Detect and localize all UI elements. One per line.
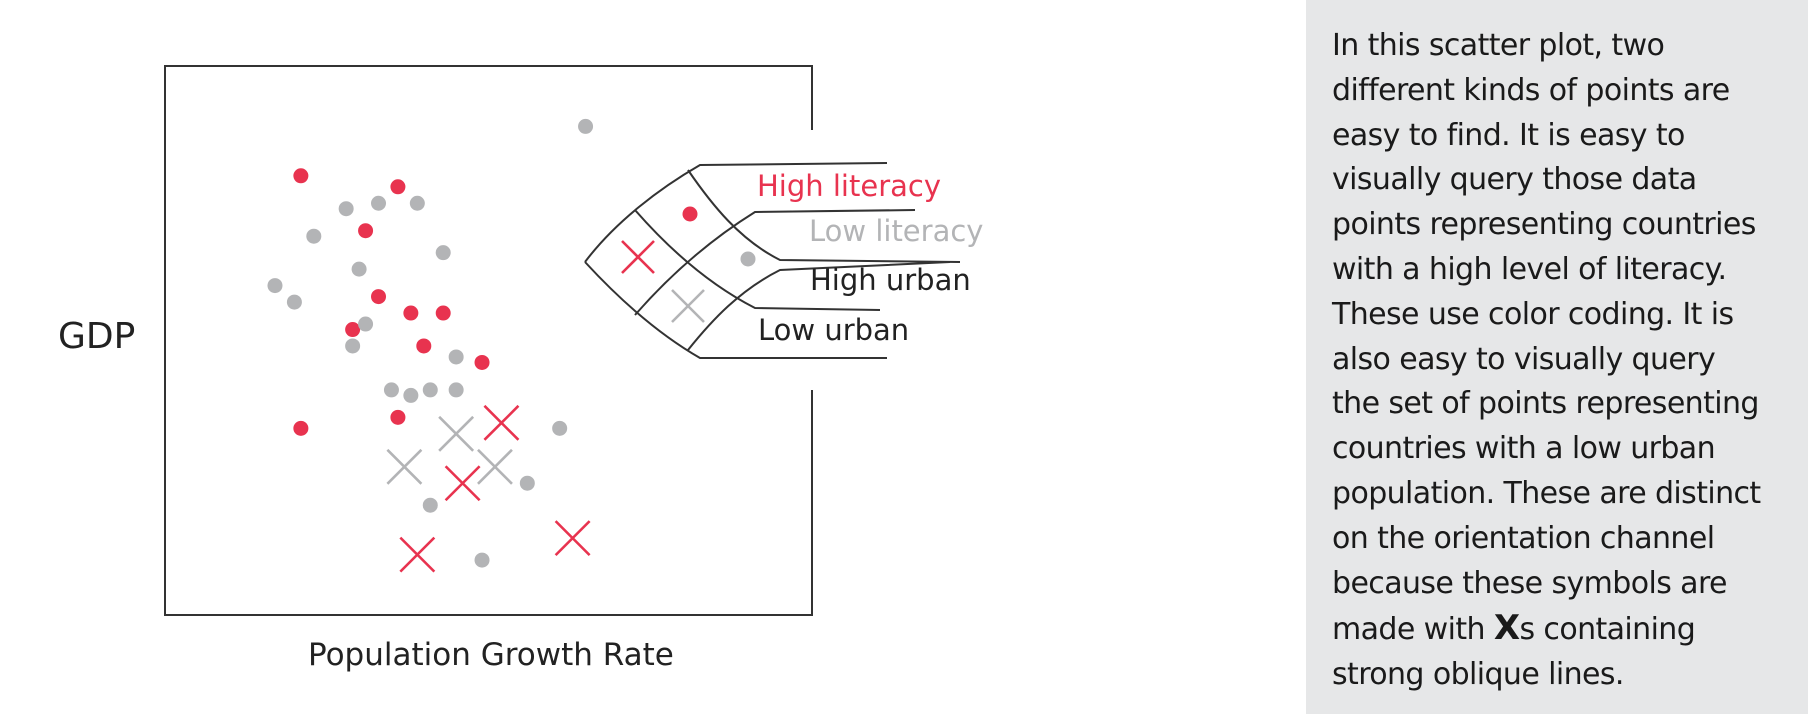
- caption-line: also easy to visually query: [1332, 341, 1716, 377]
- x-stroke: [483, 404, 520, 441]
- key-line: [584, 162, 888, 263]
- caption-line: easy to find. It is easy to: [1332, 117, 1685, 153]
- data-point-low-literacy: [409, 195, 425, 211]
- data-point-high-literacy: [293, 420, 309, 436]
- x-stroke: [438, 415, 475, 452]
- data-point-low-literacy: [435, 245, 451, 261]
- legend-label-high-literacy: High literacy: [757, 169, 941, 203]
- data-point-x-high-literacy: [444, 465, 481, 502]
- key-line: [687, 169, 961, 263]
- data-point-low-literacy: [403, 387, 419, 403]
- data-point-low-literacy: [345, 338, 361, 354]
- key-line: [634, 209, 916, 316]
- key-line: [634, 209, 881, 311]
- data-point-low-literacy: [371, 195, 387, 211]
- caption-text-segment: s containing: [1519, 612, 1696, 648]
- data-marks: [267, 118, 594, 573]
- data-point-low-literacy: [267, 278, 283, 294]
- legend-label-high-urban: High urban: [810, 263, 971, 297]
- data-point-high-literacy: [435, 305, 451, 321]
- data-point-x-high-literacy: [554, 520, 591, 557]
- key-dot-low-literacy: [740, 251, 756, 267]
- data-point-high-literacy: [390, 409, 406, 425]
- x-stroke: [554, 520, 591, 557]
- key-line: [687, 261, 951, 351]
- data-point-low-literacy: [338, 201, 354, 217]
- caption-strong-x: X: [1493, 608, 1520, 649]
- data-point-high-literacy: [390, 179, 406, 195]
- caption-line: visually query those data: [1332, 162, 1697, 198]
- data-point-low-literacy: [358, 316, 374, 332]
- data-point-high-literacy: [416, 338, 432, 354]
- data-point-low-literacy: [578, 118, 594, 134]
- data-point-low-literacy: [552, 420, 568, 436]
- key-x-low-literacy: [671, 289, 705, 323]
- data-point-x-high-literacy: [483, 404, 520, 441]
- data-point-x-low-literacy: [477, 448, 513, 485]
- x-stroke: [671, 289, 705, 323]
- legend-key-graphic: [584, 162, 961, 359]
- data-point-high-literacy: [371, 289, 387, 305]
- data-point-high-literacy: [474, 354, 490, 370]
- caption-text-segment: made with: [1332, 612, 1494, 648]
- caption-line: with a high level of literacy.: [1332, 251, 1727, 287]
- caption-line: because these symbols are: [1332, 565, 1728, 601]
- plot-frame: [164, 65, 813, 616]
- data-point-low-literacy: [519, 475, 535, 491]
- caption-line: These use color coding. It is: [1332, 296, 1734, 332]
- data-point-low-literacy: [422, 382, 438, 398]
- caption-line: strong oblique lines.: [1332, 657, 1624, 693]
- legend-label-low-urban: Low urban: [758, 313, 910, 347]
- caption-line: on the orientation channel: [1332, 520, 1715, 556]
- caption-line: In this scatter plot, two: [1332, 28, 1665, 63]
- caption-panel: In this scatter plot, two different kind…: [1306, 0, 1808, 714]
- caption-line: made with Xs containing: [1332, 606, 1802, 653]
- y-axis-label: GDP: [58, 316, 136, 357]
- data-point-low-literacy: [448, 382, 464, 398]
- key-line: [584, 261, 887, 359]
- data-point-x-low-literacy: [438, 415, 475, 452]
- key-dot-high-literacy: [682, 206, 698, 222]
- data-point-x-low-literacy: [386, 448, 423, 485]
- data-point-low-literacy: [286, 294, 302, 310]
- x-axis-label: Population Growth Rate: [308, 637, 674, 673]
- caption-line: countries with a low urban: [1332, 431, 1716, 467]
- x-stroke: [386, 448, 423, 485]
- data-point-low-literacy: [306, 228, 322, 244]
- scatter-plot: [164, 65, 961, 616]
- caption-line: different kinds of points are: [1332, 72, 1730, 108]
- caption-text: In this scatter plot, two different kind…: [1332, 24, 1802, 698]
- x-stroke: [399, 536, 436, 573]
- data-point-high-literacy: [293, 168, 309, 184]
- scatter-figure: GDP Population Growth Rate High literacy…: [58, 65, 984, 673]
- caption-line: the set of points representing: [1332, 386, 1759, 422]
- caption-line: population. These are distinct: [1332, 475, 1761, 511]
- data-point-high-literacy: [403, 305, 419, 321]
- data-point-low-literacy: [383, 382, 399, 398]
- data-point-low-literacy: [351, 261, 367, 277]
- x-stroke: [477, 448, 513, 485]
- x-stroke: [621, 240, 655, 274]
- data-point-high-literacy: [358, 223, 374, 239]
- data-point-x-high-literacy: [399, 536, 436, 573]
- plot-frame-border: [164, 65, 813, 616]
- data-point-low-literacy: [448, 349, 464, 365]
- x-stroke: [444, 465, 481, 502]
- data-point-low-literacy: [422, 497, 438, 513]
- data-point-high-literacy: [345, 322, 361, 338]
- data-point-low-literacy: [474, 552, 490, 568]
- key-x-high-literacy: [621, 240, 655, 274]
- caption-line: points representing countries: [1332, 207, 1756, 243]
- legend-label-low-literacy: Low literacy: [809, 214, 984, 248]
